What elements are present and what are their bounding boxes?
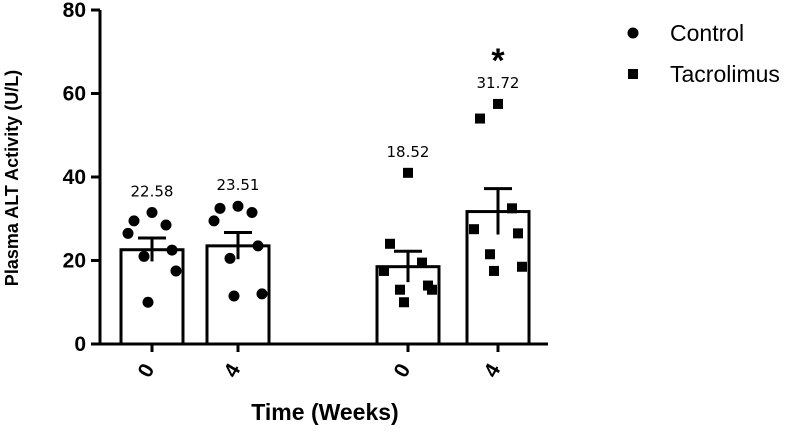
y-tick-label: 40 — [63, 166, 86, 189]
y-tick-label: 0 — [74, 333, 86, 356]
bar-group: 31.72* 4 — [465, 42, 531, 382]
data-point — [513, 228, 523, 239]
data-point — [256, 288, 268, 300]
data-point — [507, 203, 517, 214]
data-point — [475, 113, 485, 124]
y-tick-label: 80 — [63, 0, 86, 22]
data-point — [385, 238, 395, 249]
data-point — [170, 265, 182, 277]
x-tick-label: 0 — [133, 360, 159, 382]
legend-square-marker — [628, 69, 638, 79]
data-point — [417, 257, 427, 268]
data-point — [208, 215, 220, 227]
legend-item: Tacrolimus — [628, 61, 780, 87]
data-point — [395, 284, 405, 295]
x-tick-label: 0 — [389, 360, 415, 382]
data-point — [427, 284, 437, 295]
y-ticks: 0 20 40 60 80 — [63, 0, 100, 356]
data-point — [489, 265, 499, 276]
data-point — [485, 249, 495, 260]
data-point — [160, 219, 172, 231]
legend: Control Tacrolimus — [627, 20, 780, 87]
legend-circle-marker — [627, 27, 639, 39]
bar-group: 18.52 0 — [375, 143, 441, 382]
x-tick-label: 4 — [219, 360, 245, 382]
data-label: 23.51 — [217, 176, 260, 194]
data-point — [493, 98, 503, 109]
data-label: 31.72 — [477, 74, 520, 92]
x-tick-label: 4 — [479, 360, 505, 382]
data-point — [469, 224, 479, 235]
data-point — [122, 227, 134, 239]
y-tick-label: 20 — [63, 250, 86, 273]
data-point — [128, 215, 140, 227]
legend-item: Control — [627, 20, 744, 46]
y-tick-label: 60 — [63, 83, 86, 106]
data-point — [252, 240, 264, 252]
data-point — [246, 206, 258, 218]
data-point — [517, 261, 527, 272]
data-point — [214, 202, 226, 214]
data-point — [138, 250, 150, 262]
data-label: 22.58 — [131, 182, 174, 200]
data-point — [403, 167, 413, 178]
bar-group: 22.58 0 — [119, 182, 185, 382]
bar-group: 23.51 4 — [205, 176, 271, 382]
data-label: 18.52 — [387, 143, 430, 161]
legend-label: Control — [670, 20, 744, 46]
legend-label: Tacrolimus — [670, 61, 780, 87]
data-point — [379, 265, 389, 276]
bar — [119, 248, 185, 346]
y-axis-title: Plasma ALT Activity (U/L) — [2, 70, 22, 286]
data-point — [224, 252, 236, 264]
data-point — [232, 200, 244, 212]
data-point — [142, 296, 154, 308]
data-point — [146, 206, 158, 218]
data-point — [399, 297, 409, 308]
bars: 22.58 0 23.51 4 18.52 0 31.72* 4 — [119, 42, 531, 382]
data-point — [228, 290, 240, 302]
data-point — [166, 244, 178, 256]
x-axis-title: Time (Weeks) — [251, 399, 398, 425]
significance-marker: * — [491, 42, 505, 80]
